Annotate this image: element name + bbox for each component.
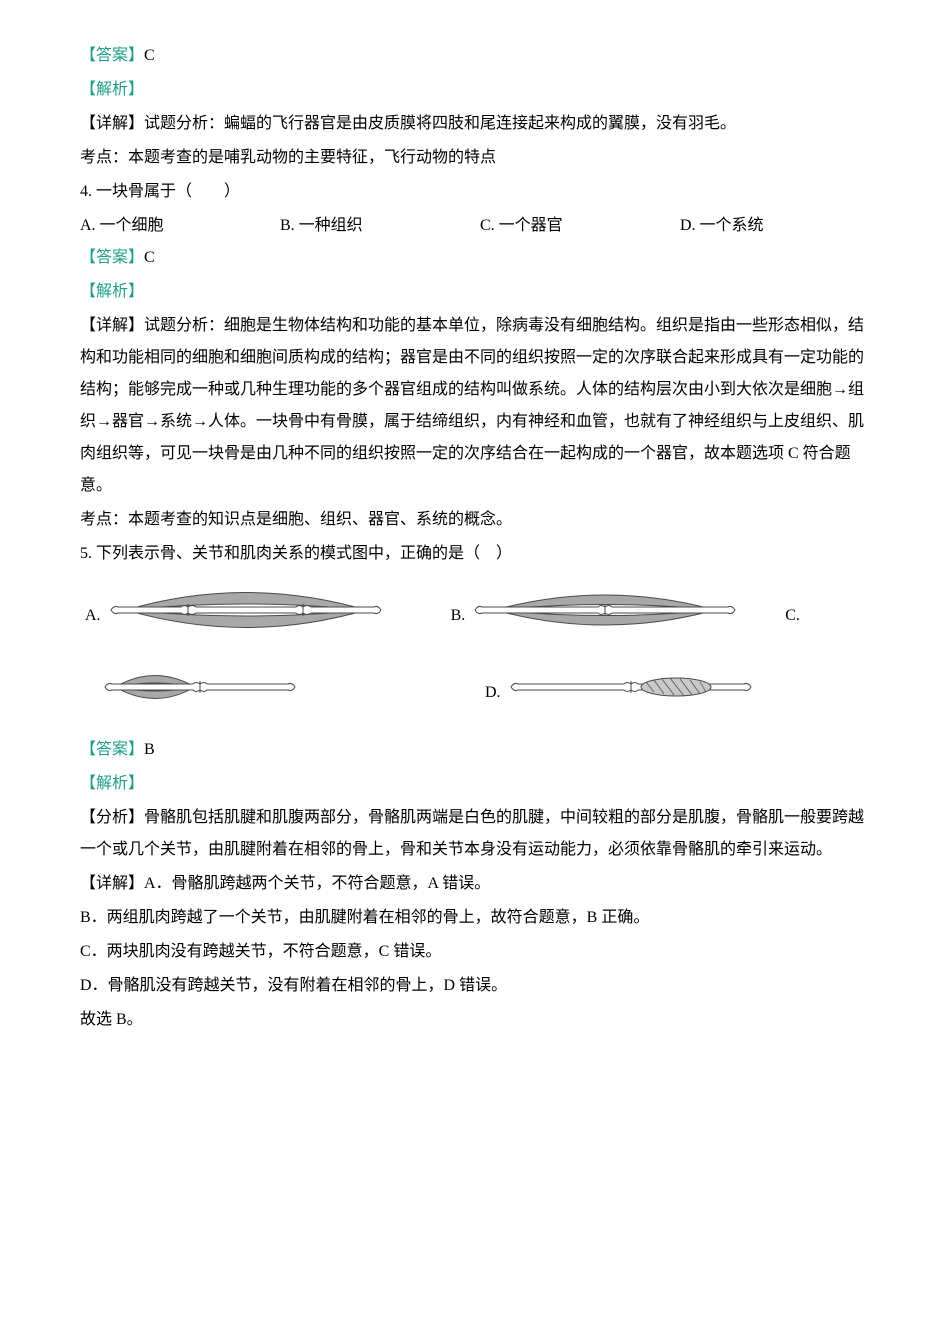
q3-answer-value: C [144,47,155,64]
q5-label-d: D. [485,677,501,709]
q5-label-a: A. [85,600,101,632]
q5-detail-b: B．两组肌肉跨越了一个关节，由肌腱附着在相邻的骨上，故符合题意，B 正确。 [80,902,870,934]
q5-analysis-intro: 【分析】骨骼肌包括肌腱和肌腹两部分，骨骼肌两端是白色的肌腱，中间较粗的部分是肌腹… [80,802,870,866]
q5-answer-value: B [144,741,155,758]
q4-detail: 【详解】试题分析：细胞是生物体结构和功能的基本单位，除病毒没有细胞结构。组织是指… [80,310,870,502]
answer-bracket: 【答案】 [80,741,144,758]
q5-detail-d: D．骨骼肌没有跨越关节，没有附着在相邻的骨上，D 错误。 [80,970,870,1002]
q3-answer: 【答案】C [80,40,870,72]
diagram-a [106,580,386,652]
q5-conclusion: 故选 B。 [80,1004,870,1036]
q5-label-b: B. [451,600,466,632]
q4-option-a: A. 一个细胞 [80,210,280,242]
q5-diagrams-row1: A. B. C. [80,580,870,652]
q3-test-point: 考点：本题考查的是哺乳动物的主要特征，飞行动物的特点 [80,142,870,174]
q5-detail-a: 【详解】A．骨骼肌跨越两个关节，不符合题意，A 错误。 [80,868,870,900]
diagram-d [506,667,756,719]
answer-bracket: 【答案】 [80,47,144,64]
q4-answer: 【答案】C [80,242,870,274]
q4-test-point: 考点：本题考查的知识点是细胞、组织、器官、系统的概念。 [80,504,870,536]
answer-bracket: 【答案】 [80,249,144,266]
q4-option-d: D. 一个系统 [680,210,860,242]
q4-analysis-label: 【解析】 [80,276,870,308]
diagram-c [100,662,300,724]
q4-stem: 4. 一块骨属于（ ） [80,176,870,208]
q4-answer-value: C [144,249,155,266]
q5-stem: 5. 下列表示骨、关节和肌肉关系的模式图中，正确的是（ ） [80,538,870,570]
q3-analysis-label: 【解析】 [80,74,870,106]
q5-diagrams-row2: D. [80,662,870,724]
q4-option-b: B. 一种组织 [280,210,480,242]
q4-option-c: C. 一个器官 [480,210,680,242]
q3-detail: 【详解】试题分析：蝙蝠的飞行器官是由皮质膜将四肢和尾连接起来构成的翼膜，没有羽毛… [80,108,870,140]
q5-answer: 【答案】B [80,734,870,766]
q5-analysis-label: 【解析】 [80,768,870,800]
q4-options: A. 一个细胞 B. 一种组织 C. 一个器官 D. 一个系统 [80,210,870,242]
q5-label-c: C. [785,600,800,632]
diagram-b [470,585,740,647]
q5-detail-c: C．两块肌肉没有跨越关节，不符合题意，C 错误。 [80,936,870,968]
